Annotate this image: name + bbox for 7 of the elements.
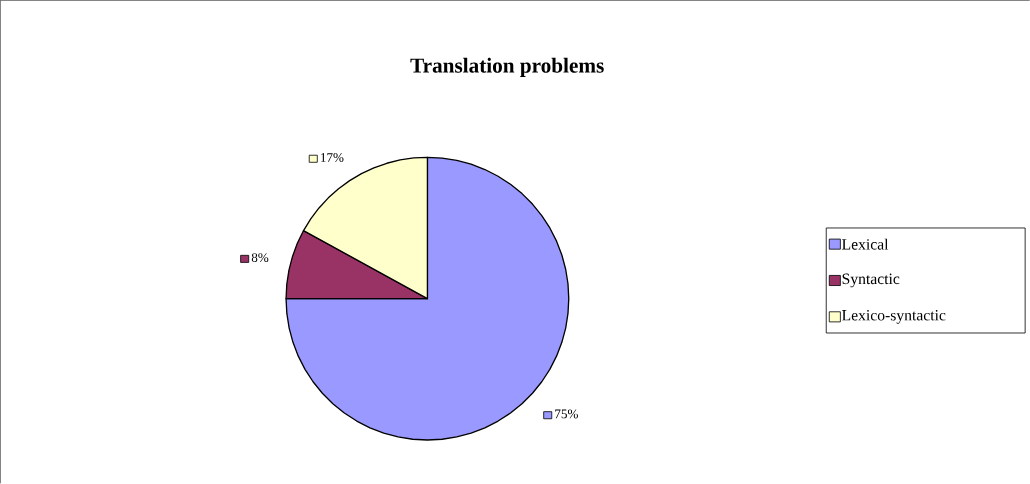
chart-title: Translation problems [410, 57, 604, 78]
legend-label: Syntactic [842, 273, 900, 288]
data-label: 75% [555, 409, 578, 419]
data-label: 17% [321, 153, 344, 163]
legend-label: Lexico-syntactic [842, 310, 946, 324]
data-label: 8% [251, 253, 269, 263]
legend-label: Lexical [842, 238, 889, 250]
